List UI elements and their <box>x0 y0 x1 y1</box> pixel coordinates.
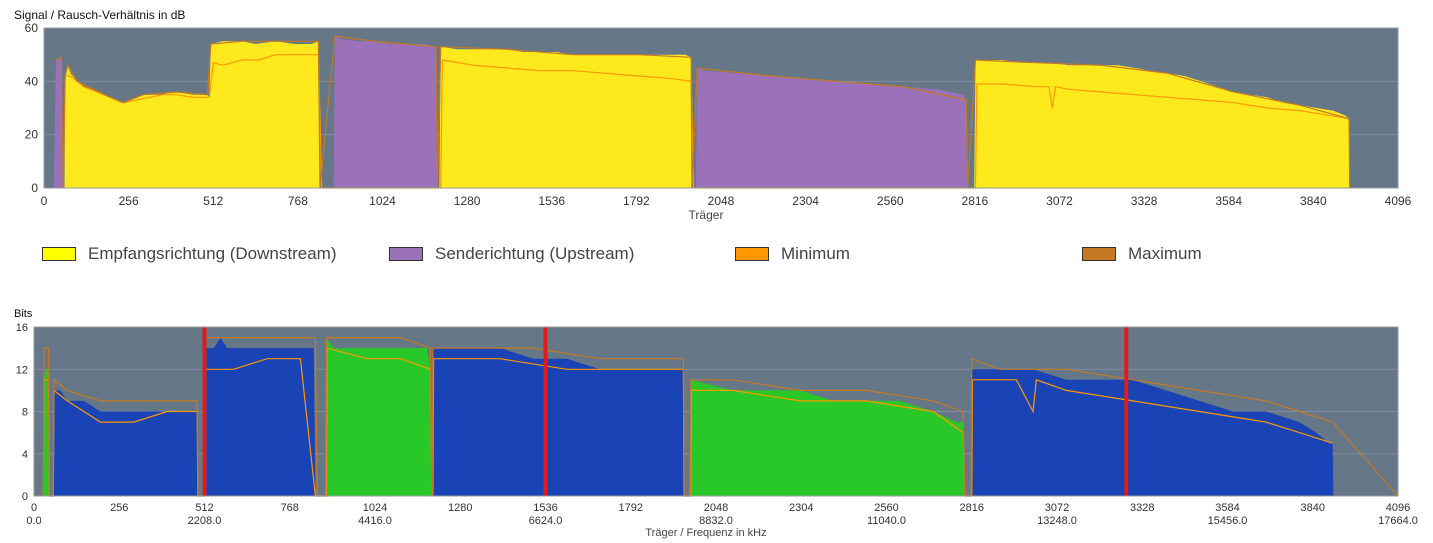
bits-x-tick-label: 2816 <box>960 502 984 514</box>
snr-y-tick-label: 40 <box>25 74 39 88</box>
bits-y-tick-label: 4 <box>22 449 28 461</box>
chart-legend: Empfangsrichtung (Downstream) Sendericht… <box>0 244 1433 268</box>
legend-item-downstream: Empfangsrichtung (Downstream) <box>42 244 336 264</box>
legend-label-downstream: Empfangsrichtung (Downstream) <box>88 244 337 263</box>
legend-label-maximum: Maximum <box>1128 244 1202 263</box>
legend-swatch-minimum <box>735 247 769 261</box>
snr-chart-title: Signal / Rausch-Verhältnis in dB <box>14 8 185 22</box>
bits-x-frequency-label: 15456.0 <box>1208 515 1248 527</box>
snr-x-axis-label: Träger <box>689 208 724 222</box>
legend-item-minimum: Minimum <box>735 244 850 264</box>
snr-downstream-area-1 <box>64 41 320 188</box>
bits-x-tick-label: 1536 <box>533 502 557 514</box>
snr-x-tick-label: 3328 <box>1131 194 1158 208</box>
bits-x-frequency-label: 6624.0 <box>529 515 563 527</box>
bits-x-frequency-label: 11040.0 <box>867 515 906 527</box>
snr-x-tick-label: 3840 <box>1300 194 1327 208</box>
bits-downstream-area-1 <box>53 390 198 496</box>
snr-x-tick-label: 3584 <box>1215 194 1242 208</box>
bits-y-tick-label: 0 <box>22 491 28 503</box>
snr-x-tick-label: 4096 <box>1385 194 1412 208</box>
bits-x-frequency-label: 4416.0 <box>358 515 392 527</box>
bits-y-tick-label: 16 <box>16 322 28 334</box>
legend-label-upstream: Senderichtung (Upstream) <box>435 244 635 263</box>
snr-x-tick-label: 2560 <box>877 194 904 208</box>
bits-downstream-area-3 <box>432 348 684 496</box>
bits-x-tick-label: 1280 <box>448 502 472 514</box>
bits-x-tick-label: 3840 <box>1301 502 1325 514</box>
snr-x-tick-label: 1280 <box>454 194 481 208</box>
bits-x-tick-label: 1024 <box>363 502 387 514</box>
bits-downstream-area-4 <box>971 369 1334 496</box>
snr-downstream-area-2 <box>439 46 692 189</box>
snr-x-tick-label: 512 <box>203 194 223 208</box>
bits-x-tick-label: 2304 <box>789 502 813 514</box>
bits-x-tick-label: 1792 <box>619 502 643 514</box>
snr-y-tick-label: 0 <box>31 181 38 195</box>
bits-maximum-line <box>42 336 1399 497</box>
snr-downstream-area-3 <box>974 60 1350 188</box>
bits-y-tick-label: 8 <box>22 407 28 419</box>
bits-x-tick-label: 0 <box>31 502 37 514</box>
snr-x-tick-label: 2816 <box>962 194 989 208</box>
bits-x-tick-label: 3584 <box>1215 502 1239 514</box>
bits-x-frequency-label: 8832.0 <box>699 515 733 527</box>
bits-x-tick-label: 768 <box>281 502 299 514</box>
snr-maximum-line <box>55 35 1351 189</box>
bits-chart: Bits 0 4 8 12 16 0 256 512 768 1024 1280 1536 1792 20… <box>14 308 1418 539</box>
snr-x-tick-label: 768 <box>288 194 308 208</box>
snr-upstream-area-3 <box>695 68 968 188</box>
bits-upstream-area-1 <box>43 369 50 496</box>
bits-x-tick-label: 4096 <box>1386 502 1410 514</box>
legend-label-minimum: Minimum <box>781 244 850 263</box>
bits-x-frequency-label: 2208.0 <box>188 515 222 527</box>
legend-swatch-maximum <box>1082 247 1116 261</box>
bits-upstream-area-2 <box>325 337 432 496</box>
legend-item-upstream: Senderichtung (Upstream) <box>389 244 634 264</box>
snr-x-tick-label: 2048 <box>708 194 735 208</box>
bits-plot-frame <box>33 326 1399 497</box>
bits-y-tick-label: 12 <box>16 364 28 376</box>
bits-x-tick-label: 256 <box>110 502 128 514</box>
bits-upstream-area-3 <box>690 379 965 496</box>
bits-downstream-area-2 <box>204 337 316 496</box>
bits-chart-title: Bits <box>14 308 33 320</box>
snr-minimum-line <box>65 54 1350 189</box>
snr-x-tick-label: 0 <box>41 194 48 208</box>
bits-x-tick-label: 512 <box>195 502 213 514</box>
snr-plot-frame <box>43 27 1399 189</box>
bits-x-frequency-label: 17664.0 <box>1378 515 1418 527</box>
bits-x-tick-label: 3072 <box>1045 502 1069 514</box>
snr-y-tick-label: 60 <box>25 21 39 35</box>
bits-x-frequency-label: 0.0 <box>26 515 41 527</box>
legend-item-maximum: Maximum <box>1082 244 1202 264</box>
bits-x-tick-label: 2048 <box>704 502 728 514</box>
snr-x-tick-label: 3072 <box>1046 194 1073 208</box>
bits-minimum-line <box>42 347 1333 497</box>
bits-x-tick-label: 3328 <box>1130 502 1154 514</box>
snr-y-tick-label: 20 <box>25 128 39 142</box>
snr-upstream-area-1 <box>53 57 64 188</box>
snr-x-tick-label: 1024 <box>369 194 396 208</box>
snr-chart: Signal / Rausch-Verhältnis in dB 0 20 40 60… <box>14 8 1412 222</box>
snr-upstream-area-2 <box>333 36 438 188</box>
bits-x-frequency-label: 13248.0 <box>1037 515 1077 527</box>
legend-swatch-downstream <box>42 247 76 261</box>
snr-x-tick-label: 256 <box>119 194 139 208</box>
snr-x-tick-label: 1792 <box>623 194 650 208</box>
bits-x-tick-label: 2560 <box>874 502 898 514</box>
snr-x-tick-label: 1536 <box>538 194 565 208</box>
legend-swatch-upstream <box>389 247 423 261</box>
snr-x-tick-label: 2304 <box>792 194 819 208</box>
bits-x-axis-label: Träger / Frequenz in kHz <box>645 527 766 539</box>
